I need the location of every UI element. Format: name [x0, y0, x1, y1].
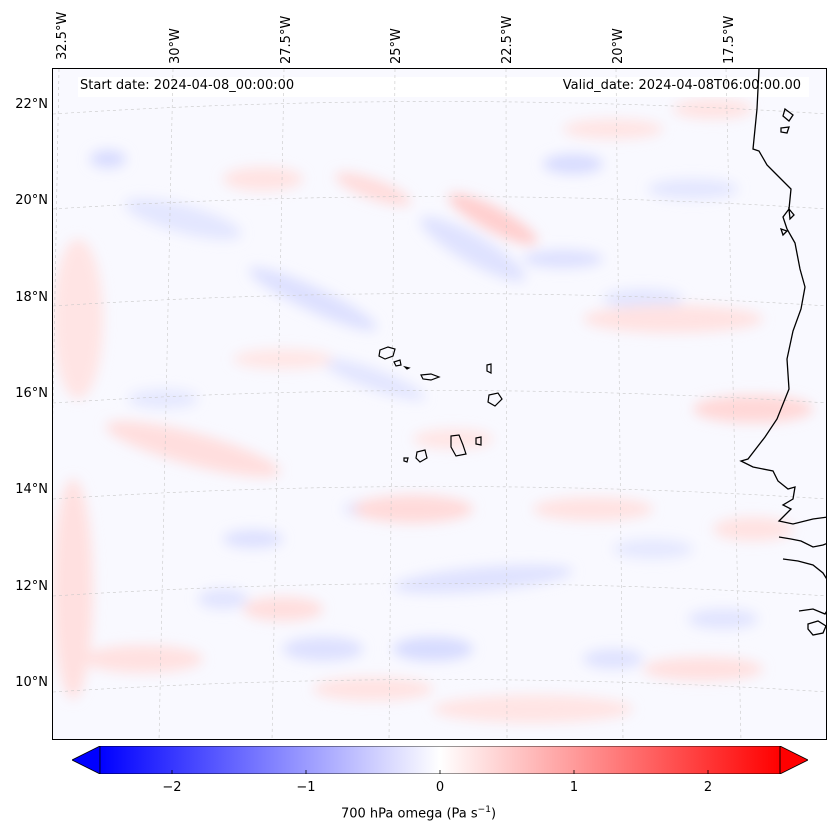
header-background — [78, 77, 809, 97]
gridlines — [53, 69, 826, 739]
colorbar — [72, 746, 808, 774]
omega-field — [53, 99, 813, 723]
lat-label: 14°N — [15, 482, 48, 497]
island-santiago — [450, 434, 467, 457]
lon-label: 25°W — [389, 28, 404, 64]
colorbar-label-superscript: −1 — [477, 805, 491, 815]
island-boa-vista — [487, 392, 503, 407]
lat-label: 18°N — [15, 290, 48, 305]
island-santo-antao — [378, 346, 396, 360]
map-panel[interactable] — [52, 68, 827, 740]
lat-label: 20°N — [15, 193, 48, 208]
colorbar-label-text: 700 hPa omega (Pa s — [340, 806, 478, 822]
island-maio — [475, 436, 482, 446]
colorbar-min-extend — [72, 746, 101, 774]
island-fogo — [415, 449, 428, 463]
colorbar-tick: −1 — [296, 780, 316, 795]
lon-label: 27.5°W — [279, 15, 294, 64]
colorbar-label-close: ) — [490, 806, 497, 822]
lon-label: 17.5°W — [722, 15, 737, 64]
colorbar-tick: −2 — [162, 780, 182, 795]
lon-label: 20°W — [611, 28, 626, 64]
africa-coastline — [739, 69, 826, 636]
map-svg — [53, 69, 826, 739]
colorbar-tick-marks — [171, 770, 709, 774]
lat-label: 10°N — [15, 675, 48, 690]
lat-label: 16°N — [15, 386, 48, 401]
colorbar-gradient — [100, 746, 780, 774]
lon-label: 30°W — [168, 28, 183, 64]
lon-label: 22.5°W — [500, 15, 515, 64]
colorbar-tick: 1 — [569, 780, 579, 795]
cape-verde-islands — [378, 346, 503, 463]
lat-label: 12°N — [15, 579, 48, 594]
island-brava — [403, 457, 409, 463]
valid-date-label: Valid_date: 2024-04-08T06:00:00.00 — [562, 78, 801, 93]
lat-label: 22°N — [15, 97, 48, 112]
island-sal — [486, 363, 492, 374]
colorbar-max-extend — [779, 746, 808, 774]
start-date-label: Start date: 2024-04-08_00:00:00 — [80, 78, 295, 93]
island-sao-nicolau — [420, 373, 441, 381]
colorbar-tick: 0 — [435, 780, 445, 795]
island-sao-vicente — [393, 359, 402, 367]
lon-label: 32.5°W — [55, 11, 70, 60]
colorbar-tick: 2 — [703, 780, 713, 795]
island-santa-luzia — [403, 365, 411, 370]
colorbar-label: 700 hPa omega (Pa s−1) — [0, 805, 837, 821]
